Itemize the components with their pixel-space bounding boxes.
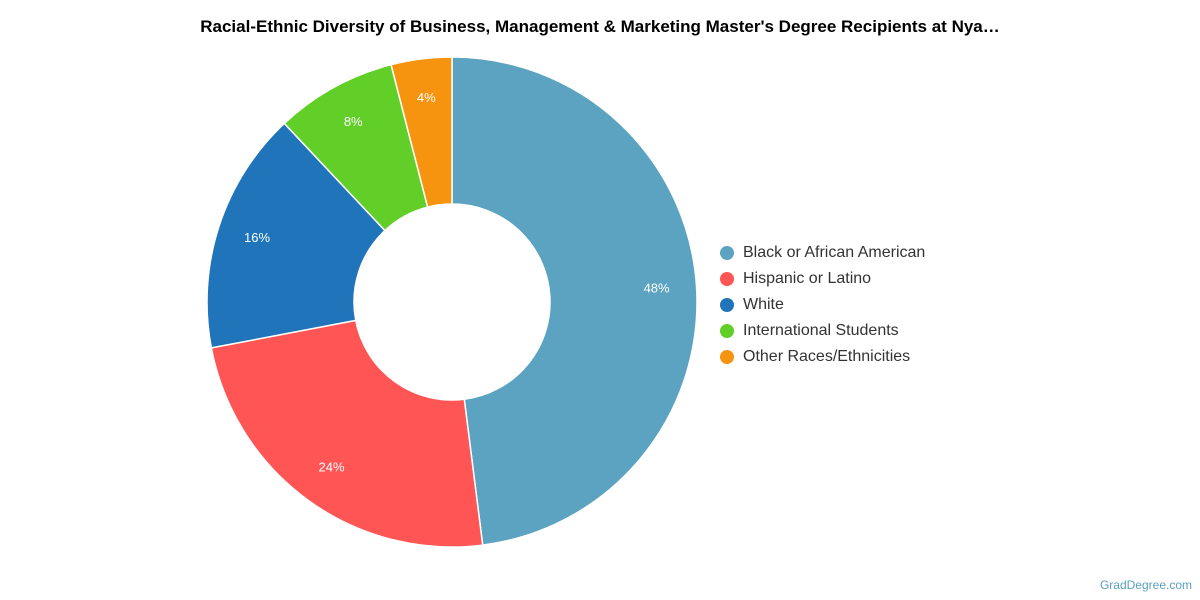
legend-item[interactable]: Other Races/Ethnicities — [720, 344, 925, 370]
donut-chart: 48% 24% 16% 8% 4% — [206, 56, 698, 548]
legend-item[interactable]: International Students — [720, 318, 925, 344]
legend-item[interactable]: Hispanic or Latino — [720, 266, 925, 292]
credit-link[interactable]: GradDegree.com — [1099, 578, 1192, 592]
slice-other-races-ethnicities[interactable] — [390, 56, 453, 208]
slice-white[interactable] — [206, 122, 386, 349]
legend: Black or African American Hispanic or Lat… — [720, 240, 925, 370]
slice-label: 48% — [644, 281, 670, 296]
legend-item[interactable]: White — [720, 292, 925, 318]
legend-swatch — [720, 324, 734, 338]
legend-swatch — [720, 246, 734, 260]
slice-hispanic-or-latino[interactable] — [210, 319, 484, 548]
legend-swatch — [720, 272, 734, 286]
legend-item[interactable]: Black or African American — [720, 240, 925, 266]
legend-swatch — [720, 298, 734, 312]
slice-label: 4% — [417, 90, 436, 105]
slice-label: 16% — [244, 230, 270, 245]
chart-title: Racial-Ethnic Diversity of Business, Man… — [200, 17, 1000, 36]
slice-label: 8% — [344, 114, 363, 129]
slice-black-or-african-american[interactable] — [451, 56, 698, 546]
legend-label: Other Races/Ethnicities — [743, 348, 911, 365]
legend-label: White — [743, 296, 784, 313]
legend-label: Black or African American — [743, 244, 926, 261]
legend-swatch — [720, 350, 734, 364]
legend-label: Hispanic or Latino — [743, 270, 872, 287]
slice-label: 24% — [318, 459, 344, 474]
legend-label: International Students — [743, 322, 899, 339]
